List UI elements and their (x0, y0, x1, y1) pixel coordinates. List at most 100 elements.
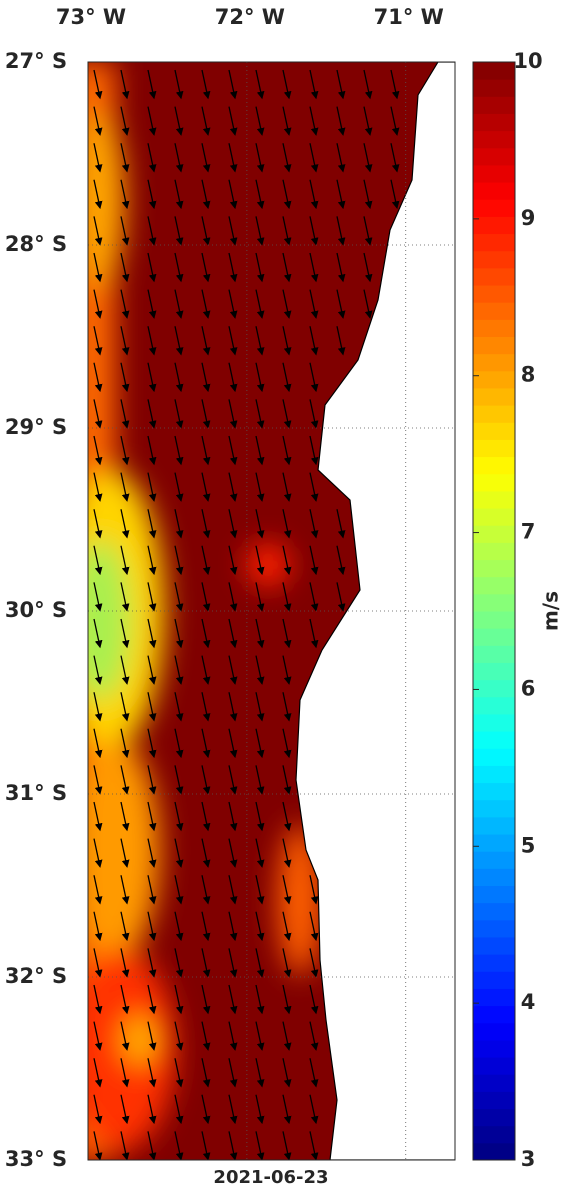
wind-arrow (201, 1094, 211, 1125)
wind-arrow (255, 655, 265, 685)
wind-arrow (120, 545, 130, 576)
colorbar-step (473, 576, 515, 595)
wind-arrow (309, 984, 319, 1015)
colorbar-step (473, 370, 515, 389)
colorbar-step (473, 199, 515, 217)
colorbar-step (473, 971, 515, 989)
colorbar-step (473, 147, 515, 166)
colorbar-tick-label: 4 (521, 990, 536, 1014)
wind-arrow (255, 948, 265, 978)
wind-arrow (309, 143, 319, 173)
colorbar-step (473, 851, 515, 869)
wind-arrow (120, 801, 130, 832)
map-area (88, 62, 455, 1160)
wind-arrow (201, 252, 211, 283)
wind-arrow (282, 984, 292, 1015)
wind-arrow (120, 582, 130, 612)
wind-arrow (147, 801, 157, 832)
wind-arrow (120, 765, 130, 795)
wind-arrow (93, 875, 103, 905)
wind-arrow (255, 106, 265, 136)
wind-arrow (228, 179, 238, 210)
wind-arrow (363, 143, 373, 173)
colorbar-step (473, 611, 515, 629)
colorbar-step (473, 542, 515, 561)
colorbar-step (473, 1091, 515, 1110)
colorbar-step (473, 473, 515, 492)
colorbar-step (473, 319, 515, 337)
colorbar-step (473, 1005, 515, 1024)
wind-arrow (255, 1131, 265, 1160)
colorbar-step (473, 336, 515, 355)
wind-arrow (282, 875, 292, 905)
wind-arrow (228, 582, 238, 612)
wind-arrow (174, 362, 184, 393)
wind-arrow (147, 838, 157, 868)
wind-arrow (147, 1094, 157, 1125)
colorbar-step (473, 456, 515, 475)
colorbar-step (473, 1057, 515, 1075)
wind-arrow (120, 326, 130, 356)
wind-arrow (147, 143, 157, 173)
wind-arrow (255, 1021, 265, 1051)
wind-arrow (120, 435, 130, 466)
wind-arrow (336, 289, 346, 319)
colorbar-step (473, 936, 515, 955)
wind-arrow (282, 179, 292, 210)
wind-arrow (336, 252, 346, 283)
colorbar-tick-label: 8 (521, 363, 536, 387)
wind-arrow (255, 289, 265, 319)
wind-arrow (147, 948, 157, 978)
wind-arrow (228, 362, 238, 393)
wind-arrow (120, 875, 130, 905)
wind-arrow (228, 435, 238, 466)
wind-arrow (120, 106, 130, 136)
wind-arrow (174, 143, 184, 173)
wind-arrow (228, 1131, 238, 1160)
date-label: 2021-06-23 (213, 1167, 328, 1188)
wind-arrow (120, 655, 130, 685)
colorbar-frame (472, 61, 516, 1161)
colorbar-step (473, 868, 515, 886)
wind-arrow (282, 106, 292, 136)
wind-arrow (93, 582, 103, 612)
wind-arrow (147, 326, 157, 356)
colorbar-step (473, 782, 515, 801)
wind-arrow (309, 326, 319, 356)
wind-arrow (255, 143, 265, 173)
wind-arrow (282, 252, 292, 283)
wind-arrow (282, 801, 292, 832)
colorbar-step (473, 816, 515, 835)
wind-arrow (120, 838, 130, 868)
wind-arrow (147, 69, 157, 100)
wind-arrow (174, 545, 184, 576)
wind-arrow (174, 655, 184, 685)
wind-arrow (201, 399, 211, 429)
wind-arrow (255, 399, 265, 429)
wind-arrow (120, 509, 130, 539)
wind-arrow (201, 69, 211, 100)
wind-arrow (255, 692, 265, 722)
wind-arrow (201, 289, 211, 319)
colorbar-step (473, 164, 515, 183)
wind-arrow (255, 582, 265, 612)
wind-arrow (174, 69, 184, 100)
colorbar-step (473, 834, 515, 852)
wind-arrow (228, 143, 238, 173)
wind-arrow (255, 875, 265, 905)
wind-arrow (309, 1131, 319, 1160)
wind-arrow (120, 179, 130, 210)
wind-arrow (255, 1094, 265, 1125)
wind-arrow (93, 545, 103, 576)
wind-arrow (120, 728, 130, 759)
wind-arrow (174, 984, 184, 1015)
wind-arrow (174, 252, 184, 283)
wind-arrow (93, 143, 103, 173)
wind-arrow (147, 545, 157, 576)
colorbar-step (473, 1022, 515, 1041)
wind-arrow (228, 1094, 238, 1125)
wind-arrow (255, 728, 265, 759)
wind-arrow (93, 326, 103, 356)
wind-arrow (174, 838, 184, 868)
wind-arrow (228, 801, 238, 832)
